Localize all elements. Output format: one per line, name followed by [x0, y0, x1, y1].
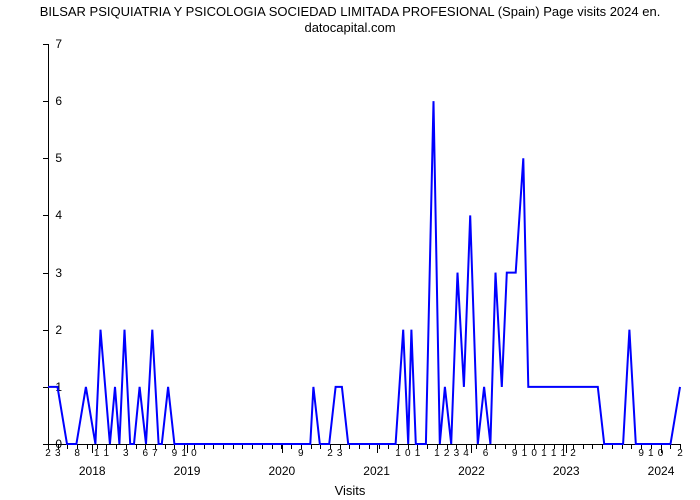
xtick-minor-mark: [116, 444, 117, 449]
xtick-minor-label: 1: [648, 448, 654, 459]
line-series: [48, 44, 680, 444]
xtick-major-label: 2021: [363, 464, 390, 478]
xtick-minor-label: 1: [541, 448, 547, 459]
xtick-minor-mark: [427, 444, 428, 449]
xtick-minor-mark: [165, 444, 166, 449]
xtick-minor-label: 1: [434, 448, 440, 459]
xtick-minor-mark: [631, 444, 632, 449]
xtick-minor-label: 3: [337, 448, 343, 459]
plot-area: [48, 44, 680, 444]
xtick-minor-mark: [592, 444, 593, 449]
xtick-minor-label: 1: [395, 448, 401, 459]
xtick-major-label: 2020: [268, 464, 295, 478]
xtick-minor-label: 1: [561, 448, 567, 459]
xtick-minor-label: 8: [74, 448, 80, 459]
xtick-major-mark: [377, 444, 378, 453]
xtick-minor-label: 0: [531, 448, 537, 459]
xtick-major-mark: [471, 444, 472, 453]
xtick-minor-label: 6: [483, 448, 489, 459]
xtick-minor-label: 2: [444, 448, 450, 459]
xtick-minor-label: 1: [181, 448, 187, 459]
xtick-minor-label: 2: [45, 448, 51, 459]
xtick-minor-label: 6: [142, 448, 148, 459]
title-line2: datocapital.com: [304, 20, 395, 35]
xtick-minor-label: 7: [152, 448, 158, 459]
xtick-minor-label: 3: [454, 448, 460, 459]
xtick-minor-label: 2: [327, 448, 333, 459]
xtick-minor-label: 2: [677, 448, 683, 459]
xtick-minor-label: 9: [638, 448, 644, 459]
xtick-minor-mark: [602, 444, 603, 449]
xtick-major-label: 2018: [79, 464, 106, 478]
xtick-minor-label: 3: [55, 448, 61, 459]
xtick-minor-mark: [476, 444, 477, 449]
xtick-minor-label: 1: [522, 448, 528, 459]
xtick-minor-mark: [136, 444, 137, 449]
chart-title: BILSAR PSIQUIATRIA Y PSICOLOGIA SOCIEDAD…: [0, 4, 700, 35]
xtick-minor-label: 9: [298, 448, 304, 459]
xtick-minor-mark: [583, 444, 584, 449]
title-line1: BILSAR PSIQUIATRIA Y PSICOLOGIA SOCIEDAD…: [40, 4, 661, 19]
xtick-major-label: 2024: [648, 464, 675, 478]
xtick-minor-label: 4: [463, 448, 469, 459]
xtick-major-label: 2023: [553, 464, 580, 478]
chart-container: BILSAR PSIQUIATRIA Y PSICOLOGIA SOCIEDAD…: [0, 0, 700, 500]
x-axis-label: Visits: [0, 483, 700, 498]
xtick-major-label: 2019: [174, 464, 201, 478]
xtick-minor-label: 0: [405, 448, 411, 459]
xtick-minor-label: 1: [94, 448, 100, 459]
xtick-minor-mark: [87, 444, 88, 449]
xtick-minor-label: 9: [512, 448, 518, 459]
xtick-minor-label: 1: [551, 448, 557, 459]
xtick-major-label: 2022: [458, 464, 485, 478]
xtick-minor-label: 3: [123, 448, 129, 459]
xtick-minor-label: 2: [570, 448, 576, 459]
xtick-minor-mark: [505, 444, 506, 449]
xtick-minor-label: 0: [658, 448, 664, 459]
xtick-minor-label: 1: [104, 448, 110, 459]
xtick-minor-label: 1: [415, 448, 421, 459]
xtick-minor-mark: [495, 444, 496, 449]
xtick-minor-label: 0: [191, 448, 197, 459]
xtick-minor-label: 9: [172, 448, 178, 459]
